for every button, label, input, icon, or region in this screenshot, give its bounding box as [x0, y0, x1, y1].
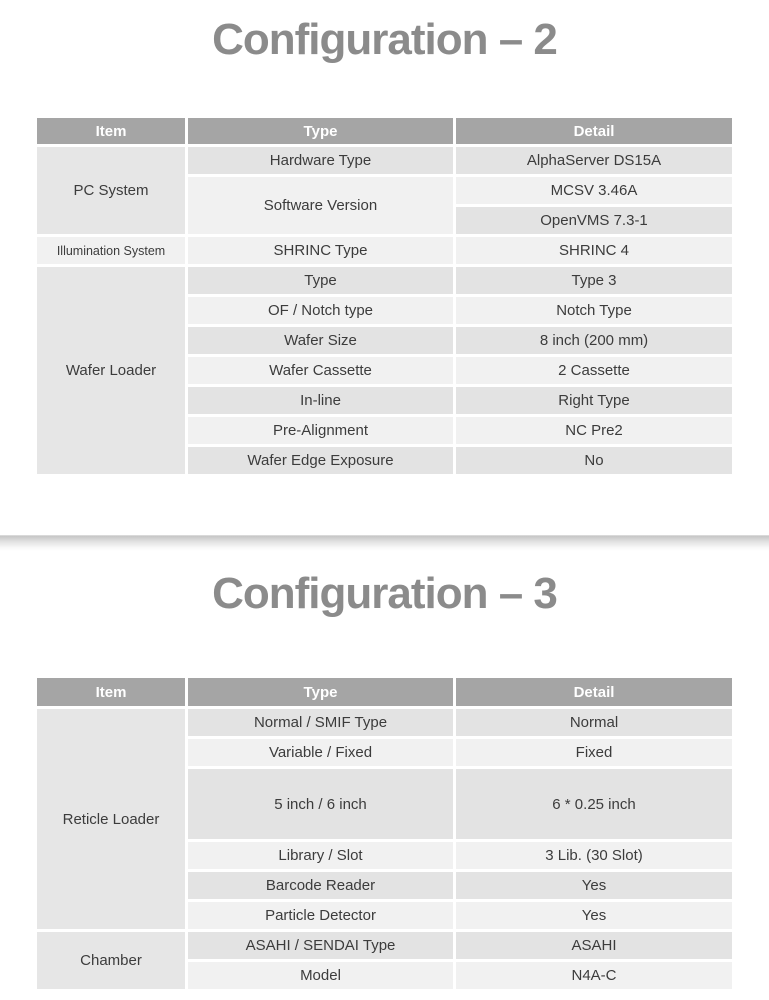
type-cell: Pre-Alignment — [188, 417, 453, 444]
table-row: In-line Right Type — [37, 387, 732, 414]
detail-cell: Normal — [456, 709, 732, 736]
configuration-2-table: Item Type Detail PC System Hardware Type… — [34, 115, 735, 477]
table-header-row: Item Type Detail — [37, 118, 732, 144]
table-row: Chamber ASAHI / SENDAI Type ASAHI — [37, 932, 732, 989]
table-row: Software Version MCSV 3.46A — [37, 177, 732, 234]
table-row: Particle Detector Yes — [37, 902, 732, 929]
type-cell: Normal / SMIF Type — [188, 709, 453, 736]
table-row: Illumination System SHRINC Type SHRINC 4 — [37, 237, 732, 264]
detail-cell: 2 Cassette — [456, 357, 732, 384]
table-row: OpenVMS 7.3-1 — [37, 207, 732, 234]
type-cell: 5 inch / 6 inch — [188, 769, 453, 839]
detail-cell: ASAHI — [456, 932, 732, 959]
column-header-type: Type — [188, 118, 453, 144]
type-cell: Library / Slot — [188, 842, 453, 869]
item-cell-reticle-loader: Reticle Loader — [37, 709, 185, 929]
type-cell: Wafer Edge Exposure — [188, 447, 453, 474]
detail-cell: NC Pre2 — [456, 417, 732, 444]
table-row: Pre-Alignment NC Pre2 — [37, 417, 732, 444]
detail-cell: No — [456, 447, 732, 474]
detail-cell: AlphaServer DS15A — [456, 147, 732, 174]
item-cell-pc-system: PC System — [37, 147, 185, 234]
type-cell: Variable / Fixed — [188, 739, 453, 766]
table-row: Reticle Loader Normal / SMIF Type Normal — [37, 709, 732, 929]
table-row: OF / Notch type Notch Type — [37, 297, 732, 324]
table-row: Variable / Fixed Fixed — [37, 739, 732, 766]
column-header-detail: Detail — [456, 118, 732, 144]
column-header-type: Type — [188, 678, 453, 706]
configuration-3-table: Item Type Detail Reticle Loader Normal /… — [34, 675, 735, 992]
detail-cell: Yes — [456, 902, 732, 929]
detail-cell: Fixed — [456, 739, 732, 766]
detail-cell: OpenVMS 7.3-1 — [456, 207, 732, 234]
column-header-item: Item — [37, 118, 185, 144]
table-row: Wafer Size 8 inch (200 mm) — [37, 327, 732, 354]
type-cell: In-line — [188, 387, 453, 414]
detail-cell: MCSV 3.46A — [456, 177, 732, 204]
table-row: Wafer Edge Exposure No — [37, 447, 732, 474]
detail-cell: 6 * 0.25 inch — [456, 769, 732, 839]
type-cell: Hardware Type — [188, 147, 453, 174]
detail-cell: SHRINC 4 — [456, 237, 732, 264]
table-header-row: Item Type Detail — [37, 678, 732, 706]
type-cell: Model — [188, 962, 453, 989]
table-row: Wafer Loader Type Type 3 — [37, 267, 732, 474]
slide-title-configuration-2: Configuration – 2 — [212, 15, 558, 64]
type-cell: SHRINC Type — [188, 237, 453, 264]
table-row: Barcode Reader Yes — [37, 872, 732, 899]
detail-cell: Yes — [456, 872, 732, 899]
type-cell: Particle Detector — [188, 902, 453, 929]
type-cell: Software Version — [188, 177, 453, 234]
item-cell-illumination-system: Illumination System — [37, 237, 185, 264]
type-cell: ASAHI / SENDAI Type — [188, 932, 453, 959]
detail-cell: N4A-C — [456, 962, 732, 989]
table-row: Model N4A-C — [37, 962, 732, 989]
table-row: PC System Hardware Type AlphaServer DS15… — [37, 147, 732, 234]
type-cell: Type — [188, 267, 453, 294]
detail-cell: Type 3 — [456, 267, 732, 294]
column-header-detail: Detail — [456, 678, 732, 706]
type-cell: Barcode Reader — [188, 872, 453, 899]
detail-cell: Right Type — [456, 387, 732, 414]
table-row: Wafer Cassette 2 Cassette — [37, 357, 732, 384]
type-cell: OF / Notch type — [188, 297, 453, 324]
type-cell: Wafer Size — [188, 327, 453, 354]
column-header-item: Item — [37, 678, 185, 706]
table-row: 5 inch / 6 inch 6 * 0.25 inch — [37, 769, 732, 839]
type-cell: Wafer Cassette — [188, 357, 453, 384]
slide-divider — [0, 535, 769, 551]
slide-title-configuration-3: Configuration – 3 — [212, 569, 558, 618]
detail-cell: 3 Lib. (30 Slot) — [456, 842, 732, 869]
item-cell-wafer-loader: Wafer Loader — [37, 267, 185, 474]
table-row: Library / Slot 3 Lib. (30 Slot) — [37, 842, 732, 869]
detail-cell: Notch Type — [456, 297, 732, 324]
detail-cell: 8 inch (200 mm) — [456, 327, 732, 354]
item-cell-chamber: Chamber — [37, 932, 185, 989]
